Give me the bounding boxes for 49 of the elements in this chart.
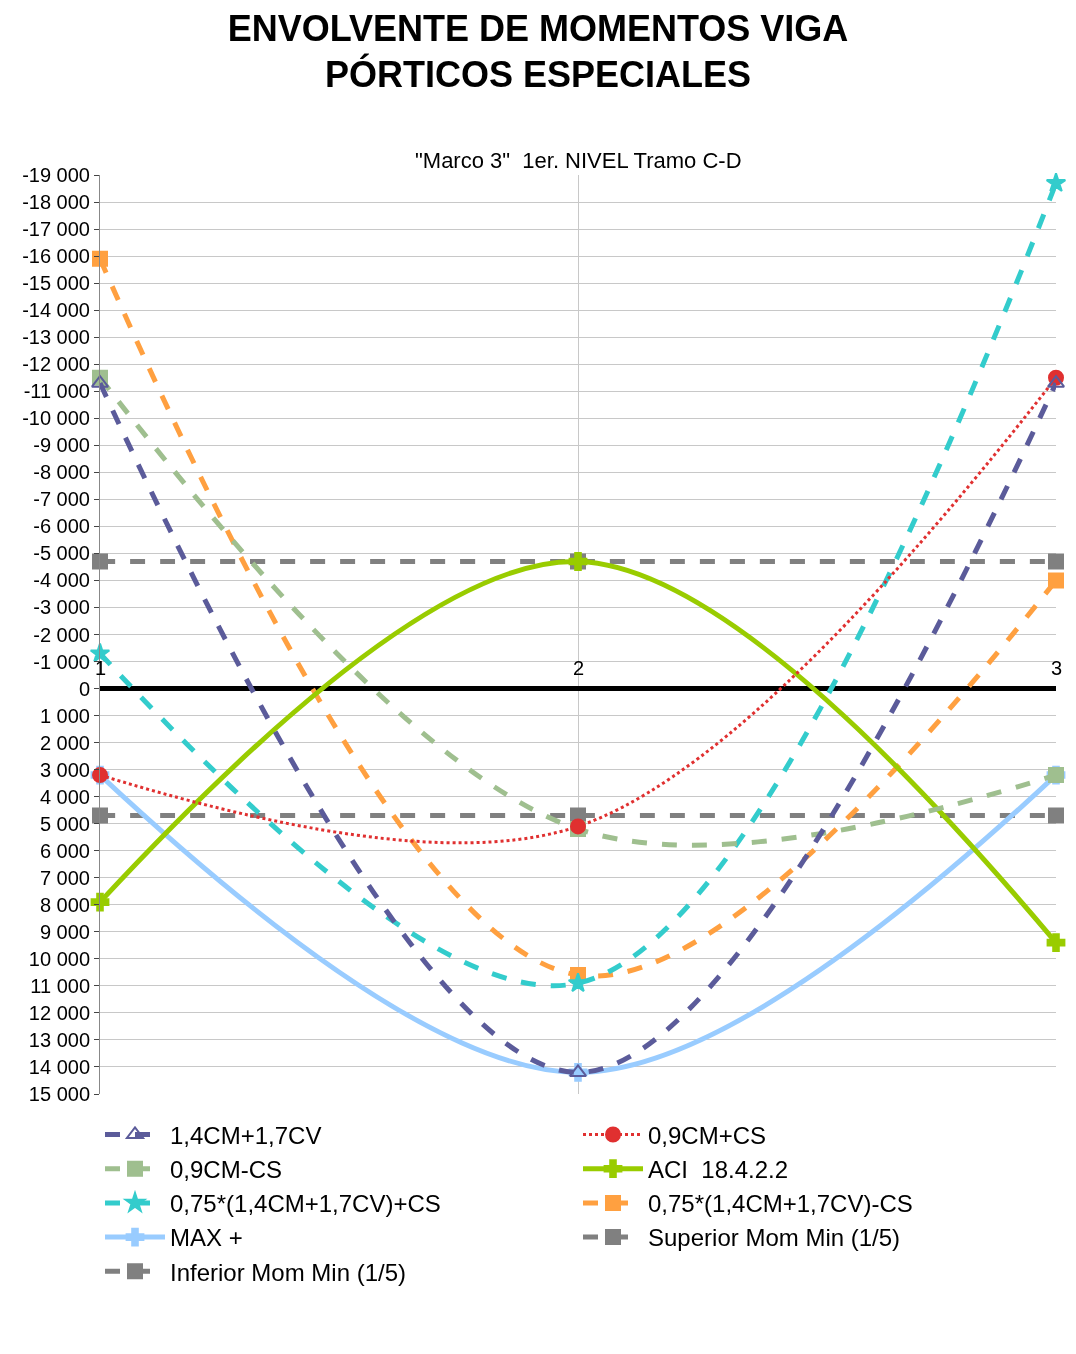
legend-label: 1,4CM+1,7CV	[170, 1121, 322, 1149]
y-tick-label: 8 000	[39, 893, 90, 916]
y-tick-label: -1 000	[33, 650, 90, 673]
y-tick-label: -7 000	[33, 488, 90, 511]
legend-label: 0,9CM-CS	[170, 1156, 283, 1184]
y-tick-label: 6 000	[39, 839, 90, 862]
legend-label: MAX +	[170, 1224, 243, 1252]
x-tick-label: 1	[95, 657, 107, 679]
y-tick-label: 12 000	[28, 1001, 90, 1024]
y-tick-label: 2 000	[39, 731, 90, 754]
y-tick-label: 1 000	[39, 704, 90, 727]
y-tick-label: -12 000	[22, 353, 90, 376]
legend-label: 0,9CM+CS	[648, 1121, 767, 1149]
y-tick-label: 7 000	[39, 866, 90, 889]
y-tick-label: -3 000	[33, 596, 90, 619]
y-tick-label: 14 000	[28, 1055, 90, 1078]
y-tick-label: -4 000	[33, 569, 90, 592]
x-tick-label: 2	[573, 657, 585, 679]
legend-label: Superior Mom Min (1/5)	[648, 1224, 901, 1252]
y-tick-label: -6 000	[33, 515, 90, 538]
y-tick-label: -14 000	[22, 299, 90, 322]
y-tick-label: -15 000	[22, 272, 90, 295]
y-tick-label: 3 000	[39, 758, 90, 781]
y-tick-label: 13 000	[28, 1028, 90, 1051]
y-tick-label: 5 000	[39, 812, 90, 835]
legend-label: Inferior Mom Min (1/5)	[170, 1258, 407, 1286]
y-tick-label: -16 000	[22, 245, 90, 268]
chart-title: ENVOLVENTE DE MOMENTOS VIGA PÓRTICOS ESPECIALES	[227, 7, 849, 96]
y-tick-label: -5 000	[33, 542, 90, 565]
x-tick-label: 3	[1051, 657, 1063, 679]
y-tick-label: 4 000	[39, 785, 90, 808]
y-tick-label: 10 000	[28, 947, 90, 970]
y-tick-label: -9 000	[33, 434, 90, 457]
y-tick-label: -17 000	[22, 218, 90, 241]
y-tick-label: -13 000	[22, 326, 90, 349]
y-tick-label: -18 000	[22, 191, 90, 214]
y-tick-label: 15 000	[28, 1083, 90, 1105]
y-tick-label: 0	[78, 677, 90, 700]
y-tick-label: -8 000	[33, 461, 90, 484]
y-tick-label: -11 000	[23, 380, 90, 403]
y-tick-label: -10 000	[22, 407, 90, 430]
legend-label: 0,75*(1,4CM+1,7CV)-CS	[648, 1190, 913, 1218]
y-tick-label: 9 000	[39, 920, 90, 943]
y-tick-label: -19 000	[22, 164, 90, 186]
y-tick-label: 11 000	[30, 974, 90, 997]
legend-label: 0,75*(1,4CM+1,7CV)+CS	[170, 1190, 441, 1218]
y-tick-label: -2 000	[33, 623, 90, 646]
chart-subtitle: "Marco 3" 1er. NIVEL Tramo C-D	[415, 148, 742, 173]
legend-label: ACI 18.4.2.2	[648, 1156, 789, 1184]
